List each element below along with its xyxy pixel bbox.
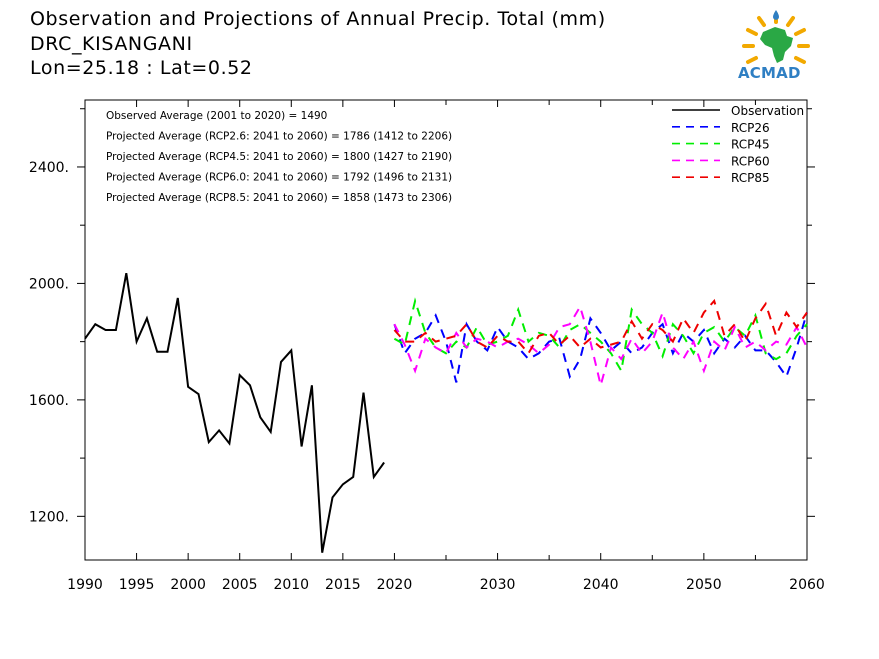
x-tick-label: 2040	[583, 577, 619, 593]
legend-label: RCP85	[731, 171, 770, 185]
x-tick-label: 2020	[377, 577, 413, 593]
y-tick-label: 2000.	[29, 276, 69, 292]
x-tick-label: 2010	[273, 577, 309, 593]
x-tick-label: 2000	[170, 577, 206, 593]
x-tick-label: 2005	[222, 577, 258, 593]
legend-label: RCP60	[731, 154, 770, 168]
y-tick-label: 1200.	[29, 509, 69, 525]
acmad-logo-text: ACMAD	[738, 64, 801, 82]
x-tick-label: 2030	[480, 577, 516, 593]
legend-label: RCP26	[731, 121, 770, 135]
series-line-rcp85	[393, 298, 808, 355]
legend-label: Observation	[731, 104, 804, 118]
plot-frame	[84, 99, 808, 561]
series-line-rcp26	[393, 312, 808, 383]
y-tick-label: 1600.	[29, 393, 69, 409]
series-line-rcp60	[393, 304, 808, 386]
x-tick-label: 2015	[325, 577, 361, 593]
x-tick-label: 1990	[67, 577, 103, 593]
x-tick-label: 1995	[119, 577, 155, 593]
series-line-observation	[84, 273, 385, 553]
stat-line: Projected Average (RCP6.0: 2041 to 2060)…	[106, 172, 452, 184]
stat-line: Projected Average (RCP8.5: 2041 to 2060)…	[106, 192, 452, 204]
coordinates: Lon=25.18 : Lat=0.52	[30, 57, 253, 79]
legend-label: RCP45	[731, 138, 770, 152]
x-tick-label: 2050	[686, 577, 722, 593]
stat-line: Projected Average (RCP4.5: 2041 to 2060)…	[106, 151, 452, 163]
stat-line: Projected Average (RCP2.6: 2041 to 2060)…	[106, 131, 452, 143]
stat-line: Observed Average (2001 to 2020) = 1490	[106, 110, 327, 122]
acmad-logo	[742, 10, 810, 64]
y-tick-label: 2400.	[29, 160, 69, 176]
chart-title: Observation and Projections of Annual Pr…	[30, 8, 606, 30]
location-name: DRC_KISANGANI	[30, 33, 193, 55]
series-line-rcp45	[393, 297, 808, 374]
x-tick-label: 2060	[789, 577, 825, 593]
